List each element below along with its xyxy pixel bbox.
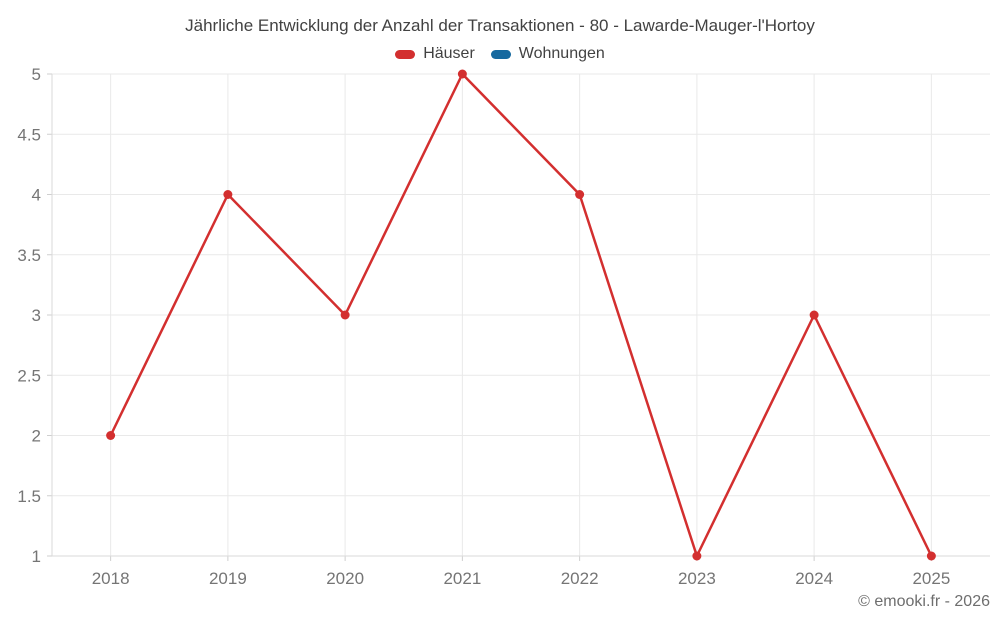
svg-text:2025: 2025 — [912, 569, 950, 588]
legend-item-haeuser[interactable]: Häuser — [395, 45, 475, 63]
svg-text:2018: 2018 — [92, 569, 130, 588]
svg-text:2020: 2020 — [326, 569, 364, 588]
svg-text:2019: 2019 — [209, 569, 247, 588]
chart-title: Jährliche Entwicklung der Anzahl der Tra… — [185, 16, 815, 35]
copyright-text: © emooki.fr - 2026 — [858, 593, 990, 610]
svg-text:2: 2 — [32, 427, 41, 446]
svg-text:5: 5 — [32, 65, 41, 84]
svg-text:2021: 2021 — [443, 569, 481, 588]
svg-text:4.5: 4.5 — [17, 125, 41, 144]
chart-legend: Häuser Wohnungen — [0, 45, 1000, 63]
legend-label-haeuser: Häuser — [423, 45, 475, 62]
svg-text:2024: 2024 — [795, 569, 833, 588]
svg-text:2.5: 2.5 — [17, 366, 41, 385]
svg-text:1: 1 — [32, 547, 41, 566]
svg-text:2023: 2023 — [678, 569, 716, 588]
legend-label-wohnungen: Wohnungen — [518, 45, 605, 62]
legend-swatch-wohnungen — [490, 49, 511, 59]
svg-text:3.5: 3.5 — [17, 246, 41, 265]
svg-text:1.5: 1.5 — [17, 487, 41, 506]
svg-text:2022: 2022 — [561, 569, 599, 588]
legend-swatch-haeuser — [395, 49, 416, 59]
svg-text:3: 3 — [32, 306, 41, 325]
svg-text:4: 4 — [32, 186, 41, 205]
legend-item-wohnungen[interactable]: Wohnungen — [490, 45, 605, 63]
